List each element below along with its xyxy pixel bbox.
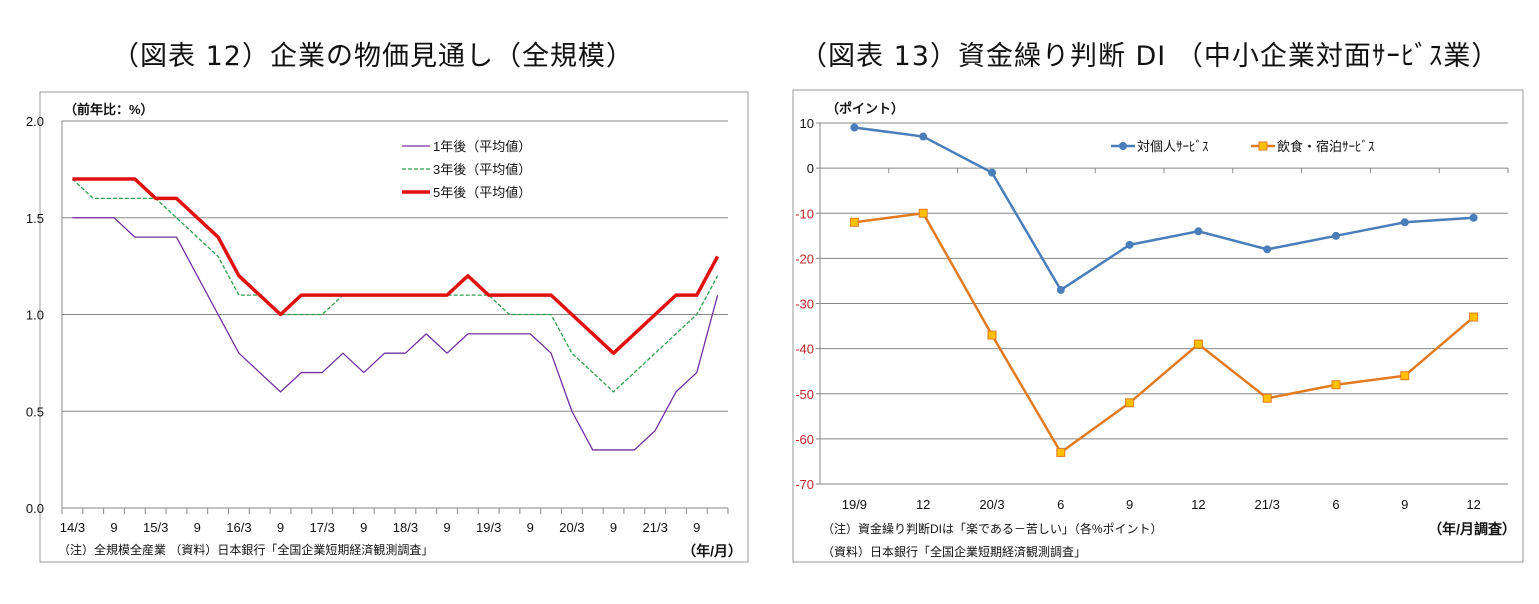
x-tick-label: 20/3 bbox=[979, 497, 1004, 512]
data-point-square bbox=[849, 217, 859, 227]
legend-marker bbox=[1119, 142, 1127, 150]
data-point-square bbox=[1193, 339, 1203, 349]
x-tick-label: 6 bbox=[1057, 497, 1064, 512]
series-line-3 bbox=[72, 177, 720, 355]
x-tick-label: 9 bbox=[360, 520, 367, 535]
y-tick-label: -30 bbox=[795, 297, 814, 312]
x-tick-label: 9 bbox=[277, 520, 284, 535]
y-tick-label: -10 bbox=[795, 206, 814, 221]
x-tick-label: 9 bbox=[610, 520, 617, 535]
legend-label: 飲食・宿泊ｻｰﾋﾞｽ bbox=[1277, 139, 1375, 154]
chart-note: （注）資金繰り判断DIは「楽である－苦しい」（各%ポイント） bbox=[822, 521, 1163, 536]
x-tick-label: 21/3 bbox=[1255, 497, 1280, 512]
series-line-2 bbox=[854, 211, 1475, 455]
y-tick-label: -20 bbox=[795, 251, 814, 266]
data-point-circle bbox=[1263, 245, 1272, 254]
data-point-square bbox=[1125, 398, 1135, 408]
x-axis-label: （年/月調査） bbox=[1428, 521, 1516, 537]
x-tick-label: 21/3 bbox=[643, 520, 668, 535]
chart-title-right: （図表 13）資金繰り判断 DI （中小企業対面ｻｰﾋﾞｽ業） bbox=[800, 41, 1500, 72]
data-point-square bbox=[1331, 380, 1341, 390]
y-tick-label: -50 bbox=[795, 387, 814, 402]
x-tick-label: 9 bbox=[1126, 497, 1133, 512]
x-tick-label: 19/9 bbox=[842, 497, 867, 512]
data-point-circle bbox=[850, 123, 859, 132]
data-point-circle bbox=[919, 132, 928, 141]
chart-frame bbox=[792, 89, 1524, 563]
x-tick-label: 9 bbox=[1401, 497, 1408, 512]
series-line-1 bbox=[72, 217, 719, 451]
y-tick-label: 10 bbox=[800, 116, 814, 131]
x-tick-label: 12 bbox=[916, 497, 930, 512]
x-tick-label: 12 bbox=[1191, 497, 1205, 512]
legend-label: 対個人ｻｰﾋﾞｽ bbox=[1137, 139, 1209, 154]
data-point-square bbox=[1400, 371, 1410, 381]
legend-label: 3年後（平均値） bbox=[433, 162, 531, 177]
x-tick-label: 6 bbox=[1332, 497, 1339, 512]
series-line-2 bbox=[71, 178, 719, 393]
data-point-circle bbox=[1194, 227, 1203, 236]
chart-title-left: （図表 12）企業の物価見通し（全規模） bbox=[112, 41, 634, 72]
y-axis-label: （ポイント） bbox=[826, 101, 904, 116]
x-axis-label: （年/月） bbox=[682, 543, 742, 559]
x-tick-label: 15/3 bbox=[143, 520, 168, 535]
data-point-square bbox=[918, 208, 928, 218]
data-point-circle bbox=[1469, 213, 1478, 222]
y-tick-label: 2.0 bbox=[26, 114, 44, 129]
data-point-square bbox=[1469, 312, 1479, 322]
data-point-circle bbox=[1400, 218, 1409, 227]
data-point-circle bbox=[1056, 285, 1065, 294]
x-tick-label: 20/3 bbox=[559, 520, 584, 535]
legend-label: 5年後（平均値） bbox=[433, 185, 531, 200]
chart-source: （資料）日本銀行「全国企業短期経済観測調査」 bbox=[822, 544, 1086, 559]
y-tick-label: 1.0 bbox=[26, 308, 44, 323]
x-tick-label: 9 bbox=[194, 520, 201, 535]
x-tick-label: 16/3 bbox=[226, 520, 251, 535]
chart-frame bbox=[39, 91, 749, 563]
data-point-square bbox=[987, 330, 997, 340]
y-tick-label: 0.0 bbox=[26, 501, 44, 516]
legend-label: 1年後（平均値） bbox=[433, 139, 531, 154]
x-tick-label: 17/3 bbox=[310, 520, 335, 535]
x-tick-label: 19/3 bbox=[476, 520, 501, 535]
data-point-circle bbox=[1332, 231, 1340, 240]
legend-marker bbox=[1258, 141, 1268, 151]
y-tick-label: -70 bbox=[795, 477, 814, 492]
x-tick-label: 9 bbox=[443, 520, 450, 535]
y-tick-label: 0.5 bbox=[26, 404, 44, 419]
x-tick-label: 14/3 bbox=[60, 520, 85, 535]
data-point-circle bbox=[988, 168, 996, 177]
x-tick-label: 9 bbox=[527, 520, 534, 535]
chart-note: （注）全規模全産業 （資料）日本銀行「全国企業短期経済観測調査」 bbox=[58, 542, 433, 557]
x-tick-label: 9 bbox=[110, 520, 117, 535]
data-point-square bbox=[1056, 447, 1066, 457]
x-tick-label: 18/3 bbox=[393, 520, 418, 535]
x-tick-label: 12 bbox=[1466, 497, 1480, 512]
series-line-1 bbox=[854, 126, 1474, 292]
x-tick-label: 9 bbox=[693, 520, 700, 535]
y-tick-label: -40 bbox=[795, 342, 814, 357]
data-point-square bbox=[1262, 393, 1272, 403]
y-tick-label: 1.5 bbox=[26, 211, 44, 226]
data-point-circle bbox=[1125, 240, 1134, 249]
y-axis-label: （前年比：%） bbox=[64, 102, 154, 117]
y-tick-label: -60 bbox=[795, 432, 814, 447]
y-tick-label: 0 bbox=[807, 161, 814, 176]
